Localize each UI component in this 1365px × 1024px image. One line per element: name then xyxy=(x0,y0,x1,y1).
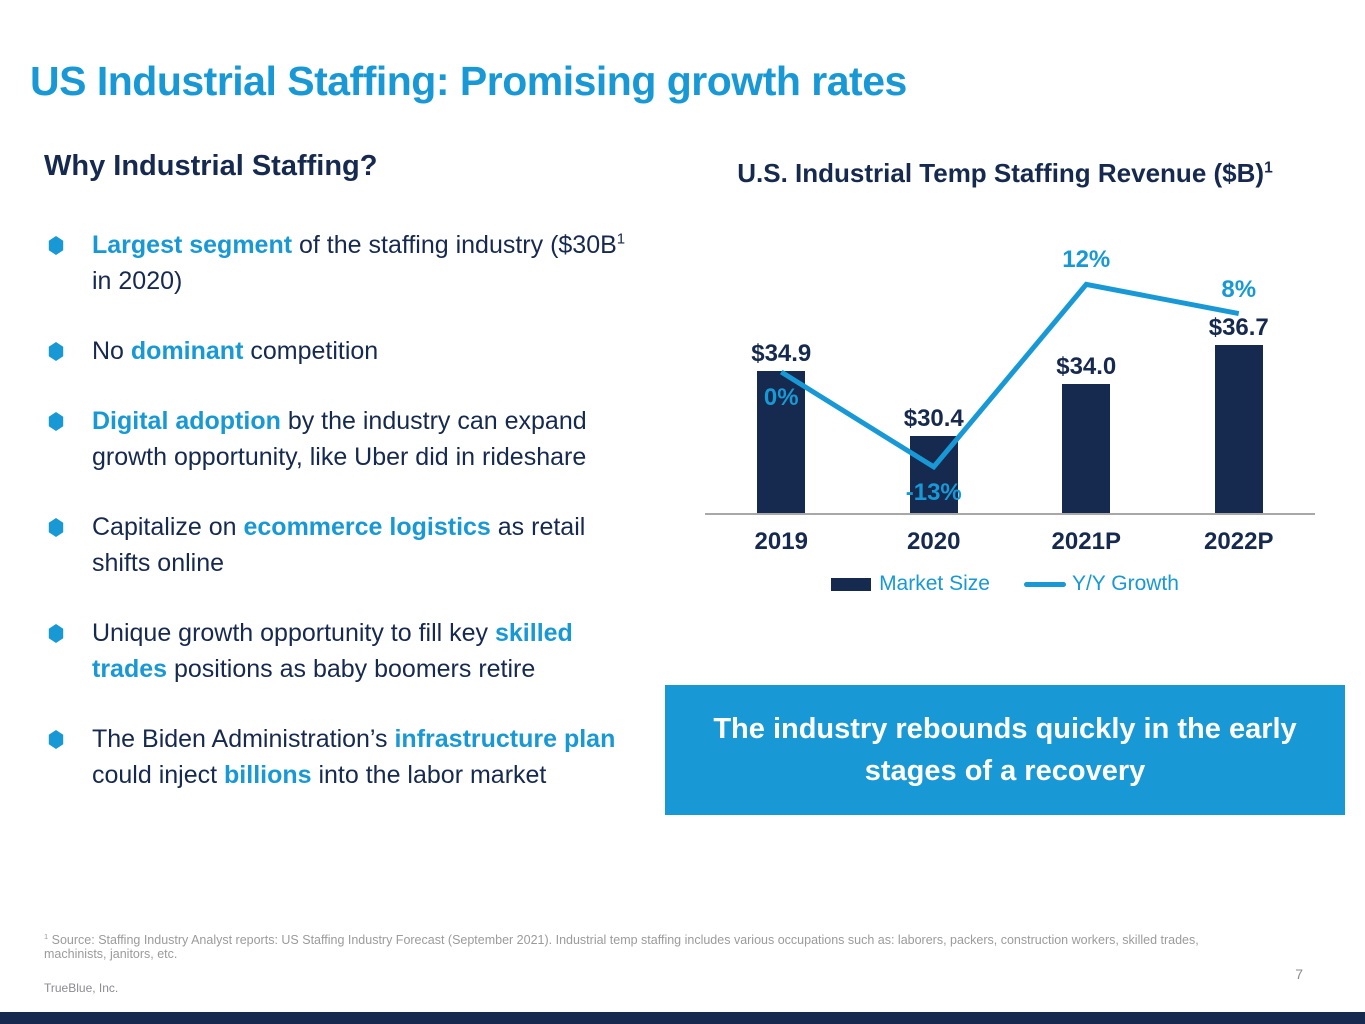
line-swatch-icon xyxy=(1023,581,1066,587)
legend-market-size: Market Size xyxy=(831,572,990,596)
bar-value-label: $34.0 xyxy=(1056,352,1117,380)
callout-banner: The industry rebounds quickly in the ear… xyxy=(665,685,1345,815)
footnote-text: Source: Staffing Industry Analyst report… xyxy=(44,933,1199,961)
bar-value-label: $30.4 xyxy=(903,404,964,432)
bottom-accent-bar xyxy=(0,1012,1365,1024)
footnote: 1 Source: Staffing Industry Analyst repo… xyxy=(44,933,1214,961)
bullet-item: Capitalize on ecommerce logistics as ret… xyxy=(44,509,644,581)
revenue-chart: $34.9 $30.4 $34.0 $36.7 0% -13% 12% 8% xyxy=(705,240,1315,515)
market-size-bar xyxy=(1062,383,1111,513)
chart-title-footnote-ref: 1 xyxy=(1264,159,1273,177)
chart-legend: Market Size Y/Y Growth xyxy=(665,572,1345,596)
chart-title-text: U.S. Industrial Temp Staffing Revenue ($… xyxy=(737,158,1265,188)
x-axis-label: 2021P xyxy=(1051,528,1121,555)
bullet-text: No dominant competition xyxy=(92,337,379,365)
legend-market-size-label: Market Size xyxy=(879,572,990,595)
bullet-item: Largest segment of the staffing industry… xyxy=(44,227,644,299)
x-axis-label: 2019 xyxy=(754,528,808,555)
x-axis-labels: 2019 2020 2021P 2022P xyxy=(705,528,1315,558)
bullet-text: Digital adoption by the industry can exp… xyxy=(92,407,587,471)
legend-yy-growth-label: Y/Y Growth xyxy=(1071,572,1179,595)
growth-value-label: -13% xyxy=(905,478,962,506)
hexagon-bullet-icon xyxy=(48,412,64,431)
bullet-text: Unique growth opportunity to fill key sk… xyxy=(92,619,573,683)
hexagon-bullet-icon xyxy=(48,730,64,749)
x-axis-label: 2022P xyxy=(1204,528,1274,555)
market-size-bar xyxy=(1214,345,1263,513)
growth-value-label: 12% xyxy=(1062,246,1111,274)
bullet-list: Largest segment of the staffing industry… xyxy=(44,227,644,793)
bullet-item: No dominant competition xyxy=(44,333,644,369)
growth-value-label: 0% xyxy=(763,384,799,411)
growth-value-label: 8% xyxy=(1221,275,1257,303)
bullet-item: Digital adoption by the industry can exp… xyxy=(44,403,644,475)
bullet-item: The Biden Administration’s infrastructur… xyxy=(44,721,644,793)
bullet-text: The Biden Administration’s infrastructur… xyxy=(92,725,616,789)
bullet-item: Unique growth opportunity to fill key sk… xyxy=(44,615,644,687)
hexagon-bullet-icon xyxy=(48,342,64,361)
hexagon-bullet-icon xyxy=(48,236,64,255)
x-axis-label: 2020 xyxy=(907,528,961,555)
chart-title: U.S. Industrial Temp Staffing Revenue ($… xyxy=(665,158,1345,189)
hexagon-bullet-icon xyxy=(48,518,64,537)
bar-swatch-icon xyxy=(831,577,872,591)
footer-brand: TrueBlue, Inc. xyxy=(44,981,119,995)
why-section: Why Industrial Staffing? Largest segment… xyxy=(44,150,644,827)
bar-value-label: $34.9 xyxy=(751,340,812,368)
legend-yy-growth: Y/Y Growth xyxy=(1023,572,1179,596)
market-size-bar xyxy=(757,371,806,513)
slide-title: US Industrial Staffing: Promising growth… xyxy=(30,58,907,104)
why-heading: Why Industrial Staffing? xyxy=(44,150,378,182)
growth-line xyxy=(779,281,1240,471)
bar-value-label: $36.7 xyxy=(1208,314,1269,342)
hexagon-bullet-icon xyxy=(48,624,64,643)
bullet-text: Capitalize on ecommerce logistics as ret… xyxy=(92,513,586,577)
bullet-text: Largest segment of the staffing industry… xyxy=(92,230,626,295)
callout-text: The industry rebounds quickly in the ear… xyxy=(713,713,1297,787)
page-number: 7 xyxy=(1295,966,1303,982)
footnote-ref: 1 xyxy=(44,931,49,941)
